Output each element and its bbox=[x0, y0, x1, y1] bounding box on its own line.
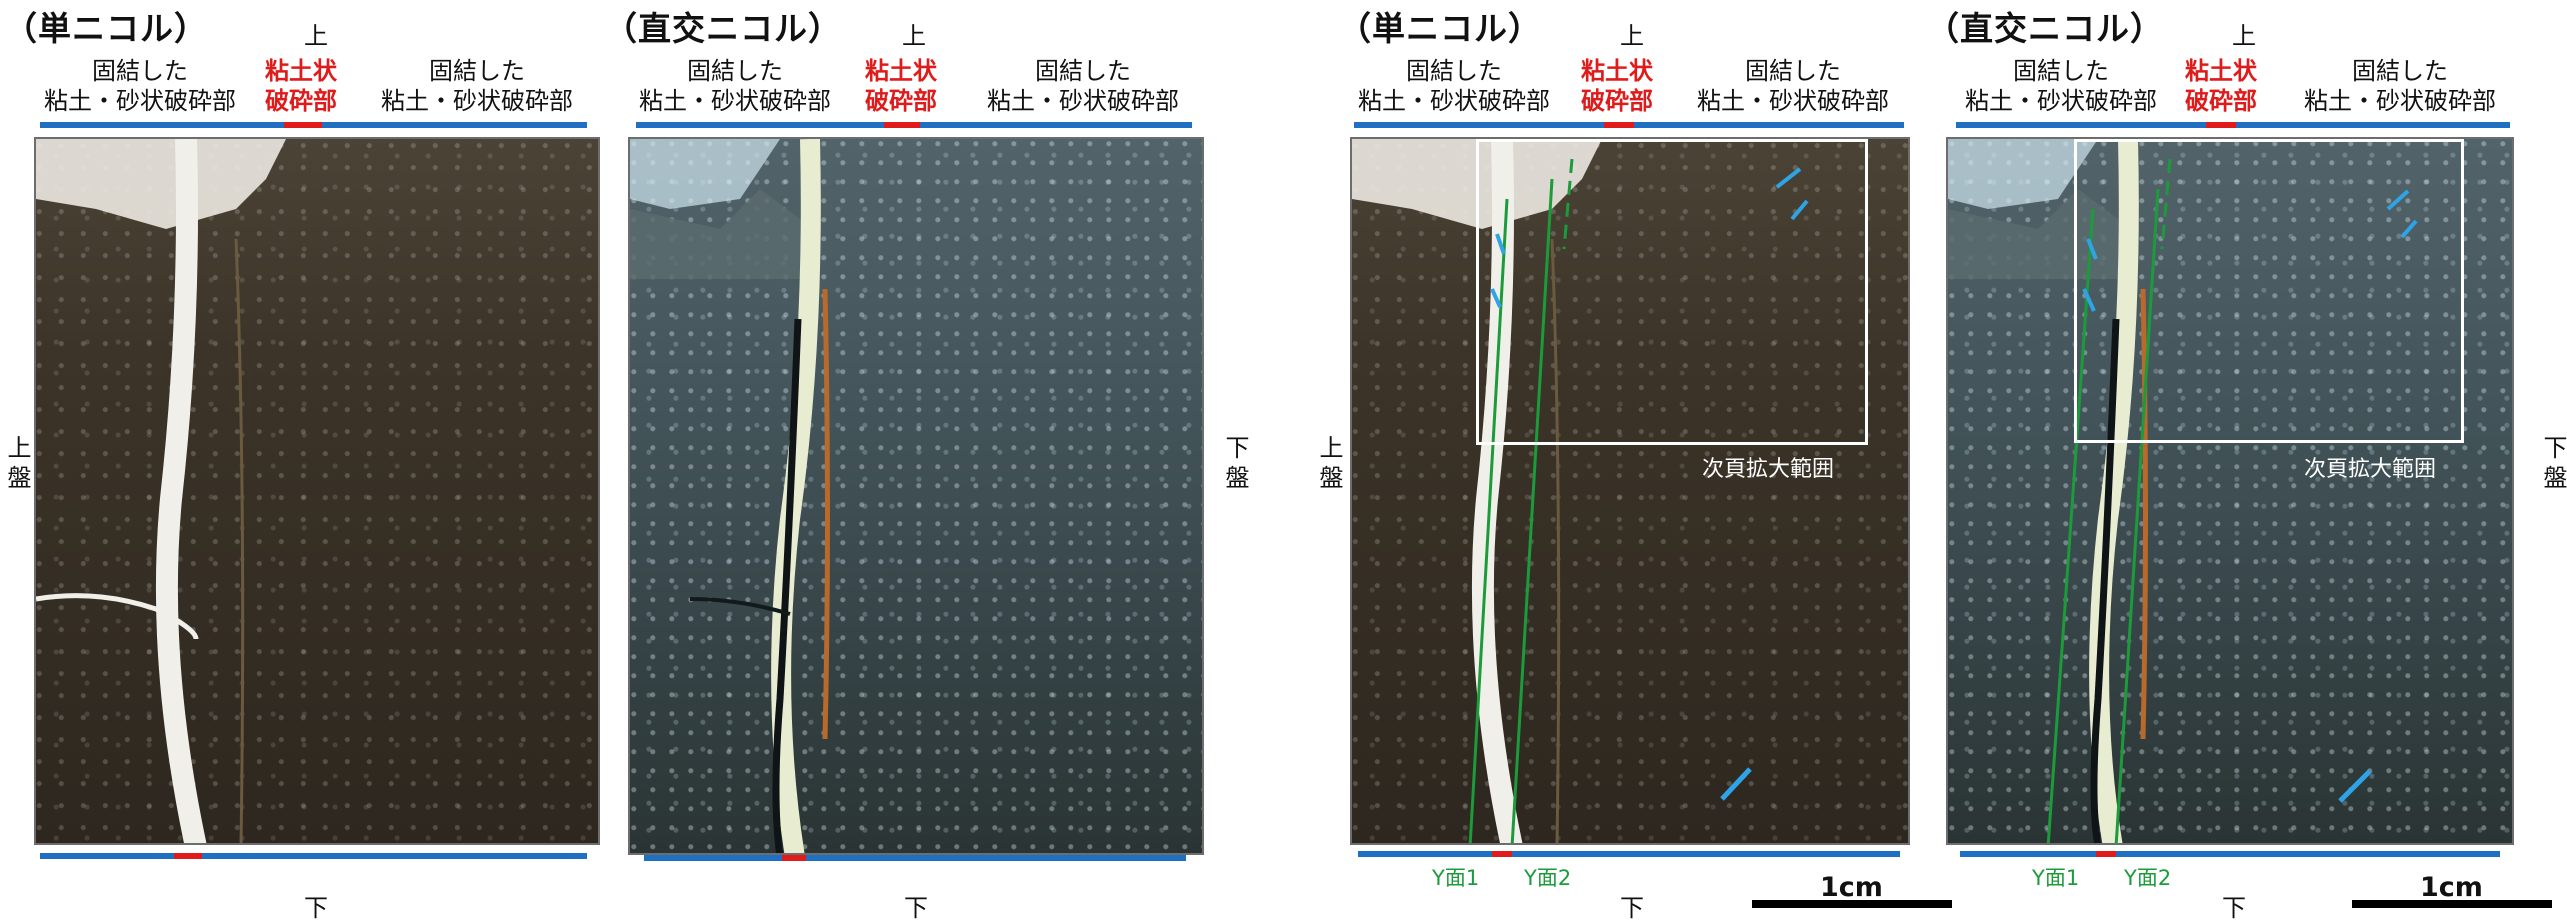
panel-3-y-plane-2-label: Y面2 bbox=[1524, 866, 1572, 890]
panel-2-right-side-label: 下盤 bbox=[1221, 435, 1249, 495]
panel-3-scale-label: 1cm bbox=[1820, 872, 1883, 903]
zoom-area-label: 次頁拡大範囲 bbox=[2304, 457, 2437, 482]
panel-2-center-zone-label: 粘土状 破砕部 bbox=[865, 57, 937, 115]
panel-4-bottom-clay-bar bbox=[2096, 851, 2116, 857]
panel-2-bottom-right-zone-bar bbox=[806, 855, 1186, 861]
y-plane-1-line bbox=[1468, 198, 1509, 843]
panel-1-bottom-label: 下 bbox=[304, 894, 328, 922]
panel-4-top-label: 上 bbox=[2232, 22, 2256, 50]
zoom-area-label: 次頁拡大範囲 bbox=[1702, 457, 1835, 482]
panel-3-bottom-clay-bar bbox=[1492, 851, 1512, 857]
panel-2-top-label: 上 bbox=[902, 22, 926, 50]
panel-3-y-plane-1-label: Y面1 bbox=[1432, 866, 1480, 890]
panel-2-top-right-zone-bar bbox=[920, 122, 1192, 128]
panel-3-top-clay-bar bbox=[1604, 122, 1634, 128]
panel-2-bottom-clay-bar bbox=[782, 855, 806, 861]
panel-4-y-plane-1-label: Y面1 bbox=[2032, 866, 2080, 890]
panel-4-top-right-zone-bar bbox=[2236, 122, 2510, 128]
panel-4-bottom-right-zone-bar bbox=[2116, 851, 2500, 857]
panel-3-left-zone-label: 固結した 粘土・砂状破砕部 bbox=[1358, 57, 1550, 115]
panel-4-thin-section-image: 次頁拡大範囲 bbox=[1946, 137, 2514, 845]
panel-3-title: （単ニコル） bbox=[1338, 9, 1542, 48]
panel-2-bottom-left-zone-bar bbox=[644, 855, 782, 861]
zoom-area-box bbox=[1476, 139, 1868, 445]
panel-2-thin-section-image bbox=[628, 137, 1204, 855]
panel-4-title: （直交ニコル） bbox=[1926, 9, 2164, 48]
y-plane-2-line bbox=[1510, 178, 1554, 843]
panel-4-scale-label: 1cm bbox=[2420, 872, 2483, 903]
panel-4-scale-bar bbox=[2352, 900, 2552, 908]
panel-2-title: （直交ニコル） bbox=[604, 9, 842, 48]
panel-1-thin-section-image bbox=[34, 137, 600, 845]
panel-1-left-side-label: 上盤 bbox=[3, 435, 31, 495]
panel-1-left-zone-label: 固結した 粘土・砂状破砕部 bbox=[44, 57, 236, 115]
panel-3-thin-section-image: 次頁拡大範囲 bbox=[1350, 137, 1910, 845]
panel-1-bottom-left-zone-bar bbox=[40, 853, 174, 859]
panel-4-right-side-label: 下盤 bbox=[2539, 435, 2567, 495]
panel-1-top-clay-bar bbox=[284, 122, 322, 128]
zoom-area-box bbox=[2074, 139, 2464, 443]
panel-2-right-zone-label: 固結した 粘土・砂状破砕部 bbox=[987, 57, 1179, 115]
panel-1-right-zone-label: 固結した 粘土・砂状破砕部 bbox=[381, 57, 573, 115]
panel-4-top-clay-bar bbox=[2206, 122, 2236, 128]
panel-1-bottom-clay-bar bbox=[174, 853, 202, 859]
panel-4-left-zone-label: 固結した 粘土・砂状破砕部 bbox=[1965, 57, 2157, 115]
panel-2-bottom-label: 下 bbox=[904, 894, 928, 922]
panel-3-right-zone-label: 固結した 粘土・砂状破砕部 bbox=[1697, 57, 1889, 115]
panel-4-bottom-left-zone-bar bbox=[1960, 851, 2096, 857]
panel-1-top-label: 上 bbox=[304, 22, 328, 50]
panel-3-center-zone-label: 粘土状 破砕部 bbox=[1581, 57, 1653, 115]
panel-1-center-zone-label: 粘土状 破砕部 bbox=[265, 57, 337, 115]
panel-3-bottom-left-zone-bar bbox=[1358, 851, 1492, 857]
panel-3-top-right-zone-bar bbox=[1634, 122, 1904, 128]
panel-3-bottom-right-zone-bar bbox=[1512, 851, 1900, 857]
panel-4-top-left-zone-bar bbox=[1956, 122, 2206, 128]
panel-2-top-left-zone-bar bbox=[636, 122, 884, 128]
panel-4-right-zone-label: 固結した 粘土・砂状破砕部 bbox=[2304, 57, 2496, 115]
panel-4-y-plane-2-label: Y面2 bbox=[2124, 866, 2172, 890]
panel-1-title: （単ニコル） bbox=[4, 9, 208, 48]
panel-2-top-clay-bar bbox=[884, 122, 920, 128]
panel-3-bottom-label: 下 bbox=[1620, 894, 1644, 922]
panel-3-top-left-zone-bar bbox=[1354, 122, 1604, 128]
panel-3-scale-bar bbox=[1752, 900, 1952, 908]
panel-3-top-label: 上 bbox=[1620, 22, 1644, 50]
panel-3-left-side-label: 上盤 bbox=[1315, 435, 1343, 495]
panel-2-left-zone-label: 固結した 粘土・砂状破砕部 bbox=[639, 57, 831, 115]
panel-1-top-left-zone-bar bbox=[40, 122, 284, 128]
panel-1-bottom-right-zone-bar bbox=[202, 853, 587, 859]
panel-4-center-zone-label: 粘土状 破砕部 bbox=[2185, 57, 2257, 115]
panel-4-bottom-label: 下 bbox=[2222, 894, 2246, 922]
panel-1-top-right-zone-bar bbox=[322, 122, 587, 128]
